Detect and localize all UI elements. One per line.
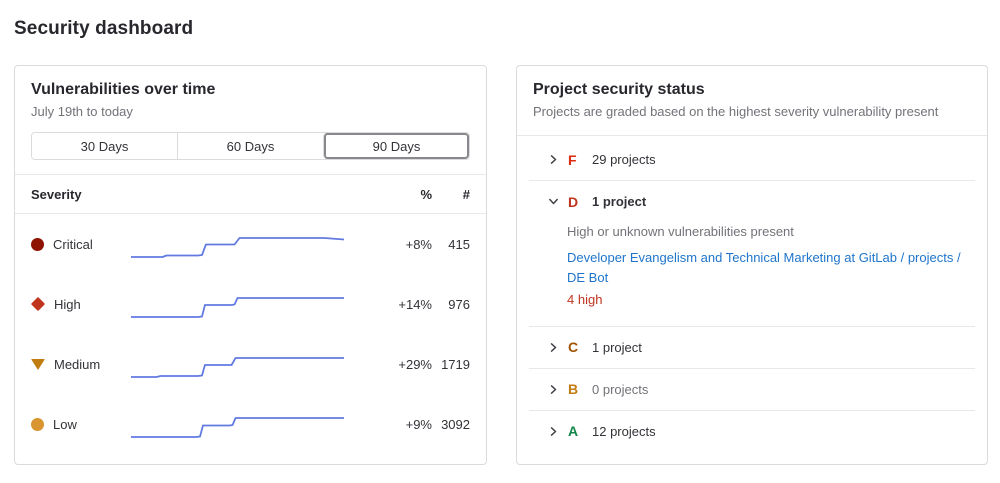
grade-row-a[interactable]: A 12 projects [517,411,987,452]
project-status-card-subtitle: Projects are graded based on the highest… [533,104,939,119]
grade-project-count: 29 projects [592,152,656,167]
vulnerability-count-value: 1719 [441,356,470,372]
grade-row-d[interactable]: D 1 project [517,181,987,222]
grade-letter-a: A [568,423,579,440]
grade-row-f[interactable]: F 29 projects [517,139,987,180]
severity-row-low: Low +9% 3092 [15,394,486,454]
percent-change-value: +8% [405,236,432,252]
sparkline-critical [129,226,382,263]
day-range-button-group: 30 Days 60 Days 90 Days [31,132,470,160]
grade-letter-b: B [568,381,579,398]
severity-name: High [54,296,81,312]
severity-column-header: Severity [31,186,82,202]
row-divider [529,325,975,327]
severity-label: Low [31,417,129,432]
severity-medium-icon [31,358,45,370]
chevron-right-icon [545,339,561,355]
vulnerabilities-over-time-card: Vulnerabilities over time July 19th to t… [14,65,487,465]
range-button-90-days[interactable]: 90 Days [323,133,469,159]
severity-high-icon [30,296,46,312]
project-status-card-title: Project security status [533,81,705,98]
grade-row-c[interactable]: C 1 project [517,327,987,368]
severity-name: Low [53,416,77,432]
range-button-60-days[interactable]: 60 Days [177,133,323,159]
row-divider [529,180,975,181]
severity-row-high: High +14% 976 [15,274,486,334]
sparkline-medium [129,346,382,383]
date-range-label: July 19th to today [31,104,133,119]
severity-low-icon [31,417,44,431]
grade-project-count: 12 projects [592,423,656,439]
vulnerability-count-value: 976 [448,296,470,312]
grade-letter-d: D [568,193,579,210]
grade-row-b[interactable]: B 0 projects [517,369,987,410]
percent-change-value: +29% [398,356,432,372]
severity-label: Critical [31,237,129,252]
severity-critical-icon [31,237,44,251]
severity-table-header: Severity % # [15,174,486,214]
project-security-status-card: Project security status Projects are gra… [516,65,988,465]
severity-name: Medium [54,356,101,372]
chevron-right-icon [545,152,561,168]
vulnerabilities-card-header: Vulnerabilities over time July 19th to t… [15,66,486,160]
percent-column-header: % [420,186,432,202]
grade-letter-f: F [568,151,577,168]
chevron-right-icon [545,423,561,439]
sparkline-high [129,286,382,323]
severity-label: Medium [31,357,129,372]
severity-row-medium: Medium +29% 1719 [15,334,486,394]
count-column-header: # [462,186,470,202]
severity-label: High [30,296,129,312]
chevron-down-icon [545,194,561,210]
severity-row-critical: Critical +8% 415 [15,214,486,274]
chevron-right-icon [545,381,561,397]
dashboard-cards: Vulnerabilities over time July 19th to t… [14,65,988,465]
sparkline-low [129,406,382,443]
range-button-30-days[interactable]: 30 Days [32,133,177,159]
vulnerability-count-value: 415 [448,236,470,252]
row-divider [529,367,975,369]
grade-d-details: High or unknown vulnerabilities present … [517,222,987,326]
percent-change-value: +14% [398,296,432,312]
vulnerability-count-value: 3092 [441,416,470,432]
percent-change-value: +9% [405,416,432,432]
project-status-card-header: Project security status Projects are gra… [517,66,987,136]
project-link[interactable]: Developer Evangelism and Technical Marke… [567,250,961,286]
grade-project-count: 1 project [592,339,642,355]
grade-letter-c: C [568,339,579,356]
grade-project-count: 1 project [592,194,647,209]
grade-accordion-list: F 29 projects D 1 project High or unknow… [517,136,987,452]
vulnerabilities-card-title: Vulnerabilities over time [31,81,216,98]
severity-name: Critical [53,236,93,252]
row-divider [529,409,975,411]
grade-d-description: High or unknown vulnerabilities present [567,224,794,239]
severity-rows: Critical +8% 415 High +14% 976 [15,214,486,454]
page-title: Security dashboard [14,18,194,39]
grade-project-count: 0 projects [592,381,649,397]
vulnerability-severity-count: 4 high [567,292,603,308]
